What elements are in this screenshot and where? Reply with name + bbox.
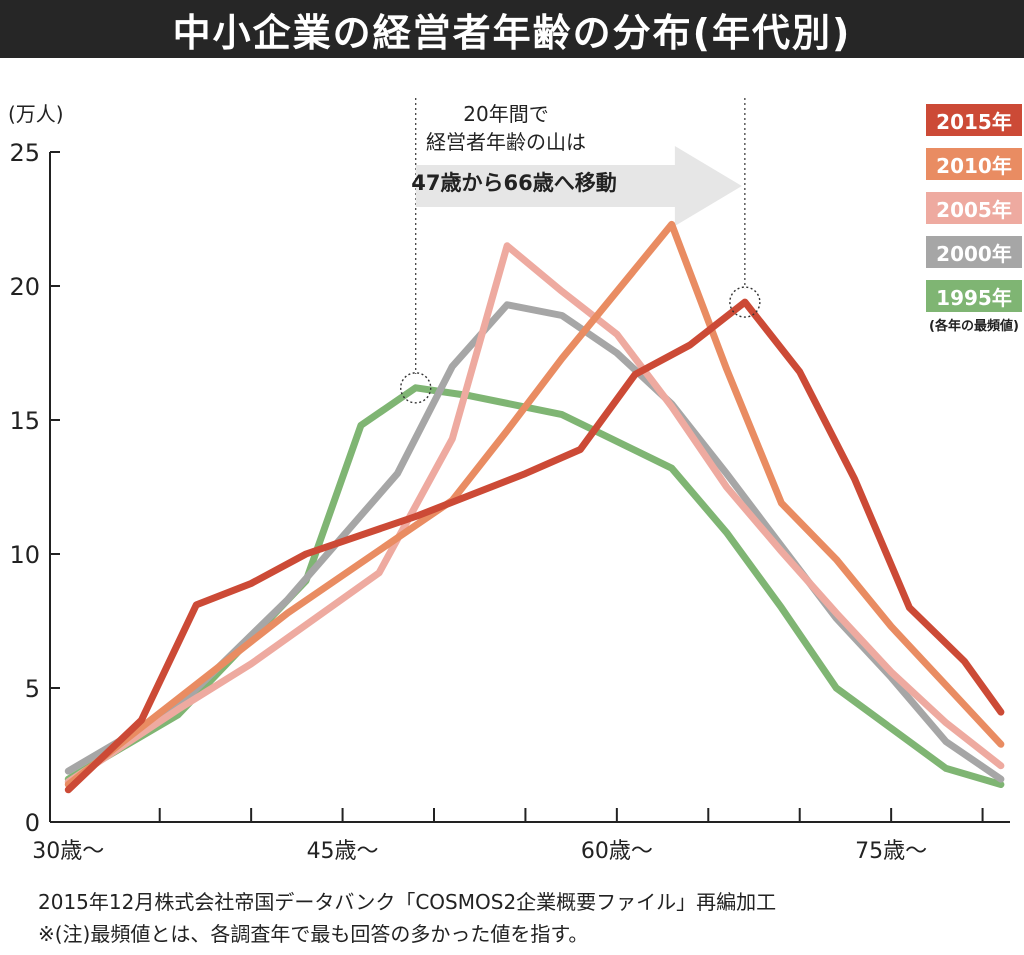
- y-tick-label: 10: [9, 541, 40, 569]
- x-tick-label: 30歳〜: [32, 839, 104, 864]
- chart-title: 中小企業の経営者年齢の分布(年代別): [0, 0, 1024, 58]
- series-line-1995年: [64, 384, 1005, 788]
- legend-note: (各年の最頻値): [929, 319, 1019, 334]
- x-tick-label: 45歳〜: [307, 839, 379, 864]
- legend-item-1995: 1995年: [926, 280, 1022, 312]
- series-line-2000年: [64, 301, 1005, 783]
- y-tick-label: 25: [9, 139, 40, 167]
- y-axis-unit-label: (万人): [8, 102, 64, 126]
- series-line-2005年: [64, 242, 1005, 786]
- x-tick-label: 60歳〜: [581, 839, 653, 864]
- legend-item-2015: 2015年: [926, 104, 1022, 136]
- annotation-text: 20年間で 経営者年齢の山は: [386, 100, 626, 156]
- y-tick-label: 0: [25, 809, 40, 837]
- y-tick-label: 5: [25, 675, 40, 703]
- legend: 2015年 2010年 2005年 2000年 1995年 (各年の最頻値): [926, 104, 1022, 334]
- source-line-2: ※(注)最頻値とは、各調査年で最も回答の多かった値を指す。: [38, 922, 589, 946]
- y-tick-label: 20: [9, 273, 40, 301]
- peak-marker: [400, 372, 432, 404]
- legend-item-2000: 2000年: [926, 236, 1022, 268]
- series-line-2010年: [64, 220, 1005, 788]
- peak-marker: [729, 286, 761, 318]
- legend-item-2010: 2010年: [926, 148, 1022, 180]
- x-tick-label: 75歳〜: [855, 839, 927, 864]
- annotation-line-2: 経営者年齢の山は: [426, 130, 586, 154]
- annotation-arrow-label: 47歳から66歳へ移動: [411, 171, 617, 195]
- source-note: 2015年12月株式会社帝国データバンク「COSMOS2企業概要ファイル」再編加…: [38, 886, 776, 950]
- legend-item-2005: 2005年: [926, 192, 1022, 224]
- annotation-line-1: 20年間で: [463, 102, 549, 126]
- line-chart: 0 5 10 15 20 25 30歳〜 45歳〜 60歳〜 75歳〜: [9, 98, 1010, 864]
- series-line-2015年: [64, 298, 1005, 794]
- y-tick-label: 15: [9, 407, 40, 435]
- source-line-1: 2015年12月株式会社帝国データバンク「COSMOS2企業概要ファイル」再編加…: [38, 890, 777, 914]
- shift-arrow: [415, 146, 742, 226]
